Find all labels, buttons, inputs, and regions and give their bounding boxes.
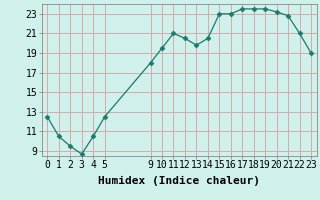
X-axis label: Humidex (Indice chaleur): Humidex (Indice chaleur): [98, 176, 260, 186]
